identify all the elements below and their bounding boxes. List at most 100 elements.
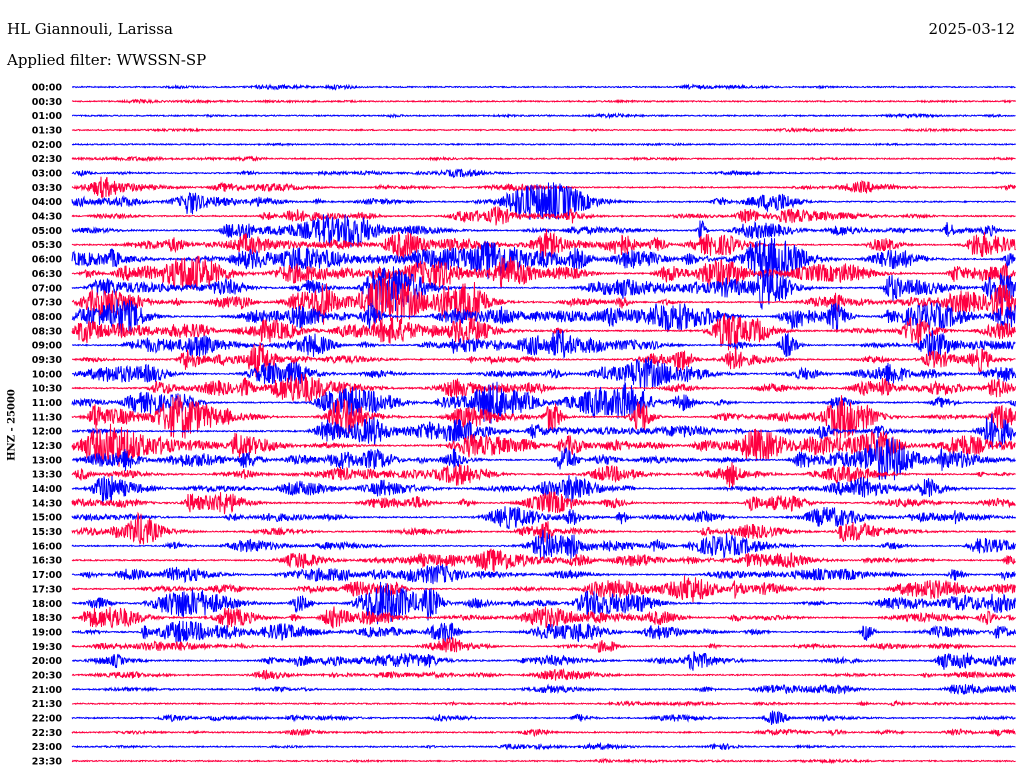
trace-1100 [71, 380, 1016, 424]
row-time-label: 12:00 [32, 427, 63, 438]
trace-2100 [71, 683, 1016, 695]
row-time-label: 11:00 [32, 398, 63, 409]
trace-1030 [71, 373, 1016, 402]
trace-0700 [71, 266, 1016, 312]
row-time-label: 18:00 [32, 599, 63, 610]
trace-2130 [71, 699, 1016, 708]
row-time-label: 02:30 [32, 154, 63, 165]
row-time-label: 07:30 [32, 298, 63, 309]
trace-0130 [71, 126, 1016, 134]
trace-0600 [71, 237, 1016, 281]
row-time-label: 03:00 [32, 169, 63, 180]
row-time-label: 01:30 [32, 126, 63, 137]
trace-0400 [71, 182, 1016, 220]
row-time-label: 04:00 [32, 197, 63, 208]
row-time-label: 09:00 [32, 341, 63, 352]
trace-2330 [71, 757, 1016, 765]
trace-0530 [71, 229, 1016, 260]
trace-1430 [71, 491, 1016, 515]
trace-1600 [71, 529, 1016, 563]
trace-1330 [71, 462, 1016, 488]
row-time-label: 22:30 [32, 728, 63, 739]
row-time-label: 10:00 [32, 369, 63, 380]
row-time-label: 08:00 [32, 312, 63, 323]
row-time-label: 06:00 [32, 255, 63, 266]
row-time-label: 10:30 [32, 384, 63, 395]
trace-2000 [71, 650, 1016, 671]
trace-1630 [71, 548, 1016, 573]
row-time-label: 04:30 [32, 212, 63, 223]
row-time-label: 19:00 [32, 627, 63, 638]
row-time-label: 03:30 [32, 183, 63, 194]
trace-0200 [71, 141, 1016, 148]
row-time-label: 17:30 [32, 584, 63, 595]
row-time-label: 06:30 [32, 269, 63, 280]
row-time-label: 00:30 [32, 97, 63, 108]
trace-0100 [72, 112, 1016, 120]
date-label: 2025-03-12 [928, 20, 1015, 38]
trace-0930 [71, 342, 1016, 378]
trace-2300 [71, 741, 1016, 751]
row-time-label: 17:00 [32, 570, 63, 581]
trace-0230 [71, 155, 1016, 163]
filter-label: Applied filter: WWSSN-SP [7, 51, 207, 69]
row-time-label: 23:00 [32, 742, 63, 753]
trace-0000 [72, 83, 1016, 91]
row-time-label: 20:30 [32, 670, 63, 681]
station-title: HL Giannouli, Larissa [7, 20, 173, 38]
row-time-label: 07:00 [32, 283, 63, 294]
trace-1300 [72, 437, 1016, 481]
trace-2230 [71, 728, 1016, 738]
trace-0500 [71, 214, 1016, 248]
row-time-label: 14:30 [32, 498, 63, 509]
row-time-label: 00:00 [32, 83, 63, 94]
trace-0830 [71, 313, 1016, 351]
trace-1000 [71, 357, 1016, 392]
row-time-label: 19:30 [32, 642, 63, 653]
row-time-label: 13:30 [32, 470, 63, 481]
row-time-label: 05:00 [32, 226, 63, 237]
trace-1730 [71, 575, 1016, 603]
row-time-label: 05:30 [32, 240, 63, 251]
trace-0730 [71, 277, 1016, 326]
row-time-label: 20:00 [32, 656, 63, 667]
row-time-label: 14:00 [32, 484, 63, 495]
row-time-label: 09:30 [32, 355, 63, 366]
row-time-label: 15:00 [32, 513, 63, 524]
trace-1900 [71, 620, 1016, 643]
trace-1830 [71, 606, 1016, 629]
row-time-label: 21:30 [32, 699, 63, 710]
row-time-label: 08:30 [32, 326, 63, 337]
trace-1700 [71, 564, 1016, 585]
row-time-label: 15:30 [32, 527, 63, 538]
row-time-label: 23:30 [32, 757, 63, 768]
row-time-label: 16:30 [32, 556, 63, 567]
row-time-label: 11:30 [32, 412, 63, 423]
trace-0800 [71, 299, 1016, 335]
trace-0300 [71, 168, 1016, 179]
trace-2200 [71, 710, 1016, 726]
trace-0030 [71, 98, 1016, 105]
trace-0430 [71, 206, 1016, 226]
trace-0900 [72, 329, 1016, 360]
row-time-label: 21:00 [32, 685, 63, 696]
row-time-label: 01:00 [32, 111, 63, 122]
row-time-label: 22:00 [32, 713, 63, 724]
row-time-label: 02:00 [32, 140, 63, 151]
trace-1130 [71, 394, 1016, 439]
row-time-label: 12:30 [32, 441, 63, 452]
trace-0330 [71, 176, 1016, 199]
trace-0630 [71, 255, 1016, 291]
row-time-label: 18:30 [32, 613, 63, 624]
trace-1930 [71, 637, 1016, 653]
trace-1230 [71, 423, 1016, 467]
row-time-label: 16:00 [32, 541, 63, 552]
trace-2030 [71, 668, 1016, 681]
trace-1800 [71, 581, 1016, 625]
trace-1530 [71, 511, 1016, 545]
row-time-label: 13:00 [32, 455, 63, 466]
trace-1200 [71, 413, 1016, 448]
trace-1400 [71, 475, 1016, 504]
trace-1500 [71, 506, 1016, 530]
